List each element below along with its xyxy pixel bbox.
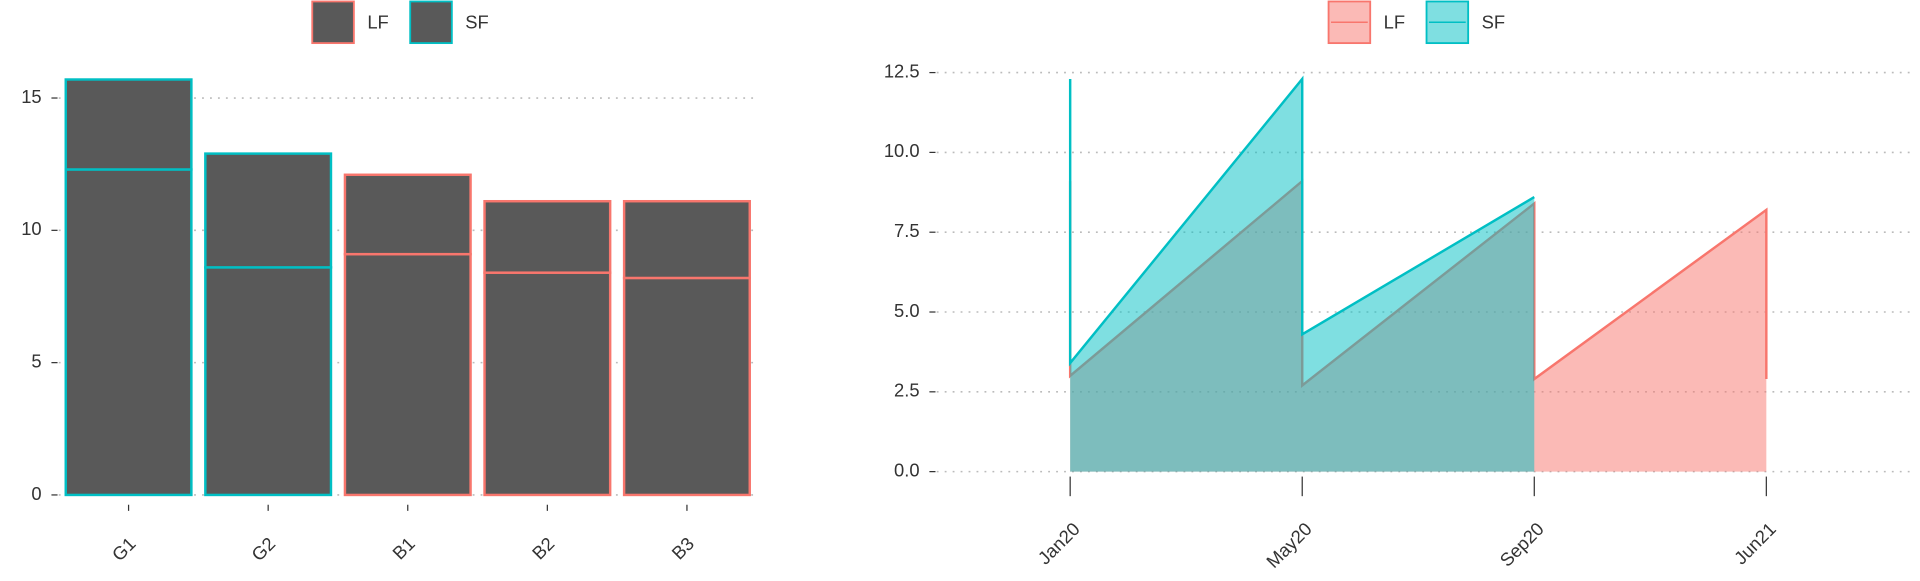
bar-segment xyxy=(204,266,333,497)
x-tick-label: B3 xyxy=(667,533,698,564)
x-tick-label: B1 xyxy=(388,533,419,564)
bar-segment xyxy=(204,152,333,269)
area-line xyxy=(1068,75,1535,367)
x-tick-label: Jan20 xyxy=(1034,518,1084,568)
y-tick-label: 7.5 xyxy=(894,220,920,241)
bar-segment xyxy=(64,168,193,497)
bar-segment xyxy=(483,199,612,274)
y-tick-label: 5.0 xyxy=(894,300,920,321)
bar-segment xyxy=(343,252,472,497)
x-tick-label: G2 xyxy=(247,533,279,565)
y-tick-label: 0 xyxy=(31,483,41,504)
y-tick-label: 10.0 xyxy=(884,140,920,161)
legend-label: LF xyxy=(1384,11,1405,32)
x-tick-label: Jun21 xyxy=(1730,518,1780,568)
x-tick-label: G1 xyxy=(108,533,140,565)
x-tick-label: B2 xyxy=(528,533,559,564)
legend-label: SF xyxy=(1482,11,1505,32)
y-tick-label: 12.5 xyxy=(884,60,920,81)
bar-segment xyxy=(483,271,612,497)
legend-key xyxy=(409,0,453,45)
y-tick-label: 2.5 xyxy=(894,380,920,401)
bar-segment xyxy=(622,276,751,497)
legend-key xyxy=(311,0,355,45)
x-tick-label: May20 xyxy=(1262,518,1316,572)
y-tick-label: 0.0 xyxy=(894,459,920,480)
y-tick-label: 10 xyxy=(21,218,41,239)
legend-label: SF xyxy=(465,11,488,32)
bar-segment xyxy=(622,199,751,280)
bar-segment xyxy=(64,78,193,171)
legend-label: LF xyxy=(367,11,388,32)
bar-segment xyxy=(343,173,472,256)
y-tick-label: 5 xyxy=(31,350,41,371)
x-tick-label: Sep20 xyxy=(1495,518,1547,570)
y-tick-label: 15 xyxy=(21,86,41,107)
